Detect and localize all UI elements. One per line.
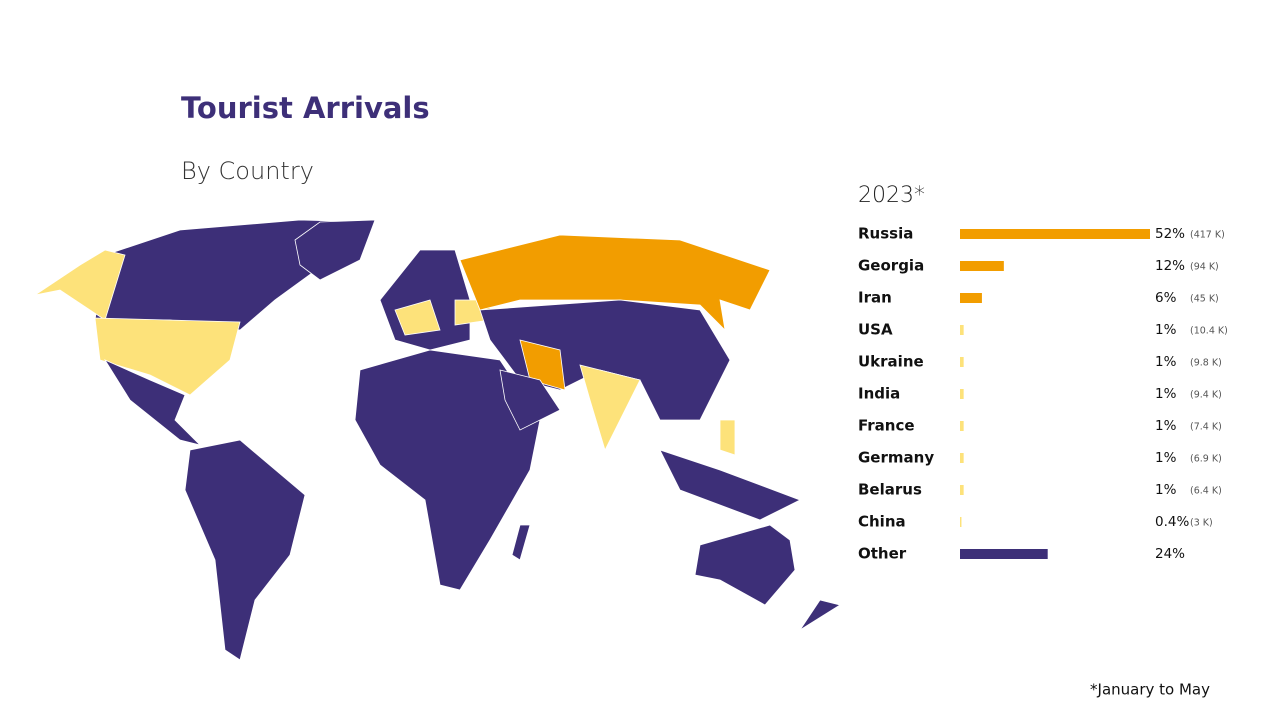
footnote: *January to May <box>1090 681 1210 699</box>
count-label: (9.8 K) <box>1190 358 1222 369</box>
count-label: (94 K) <box>1190 262 1219 273</box>
value-label: 1% <box>1155 482 1177 498</box>
category-label: China <box>858 513 906 531</box>
bar <box>960 357 964 367</box>
count-label: (10.4 K) <box>1190 326 1228 337</box>
bar <box>960 485 964 495</box>
category-label: France <box>858 417 915 435</box>
bar <box>960 517 962 527</box>
bar <box>960 229 1150 239</box>
south-america <box>184 439 306 661</box>
arabia <box>499 369 561 431</box>
alaska <box>34 249 126 321</box>
count-label: (9.4 K) <box>1190 390 1222 401</box>
africa <box>354 349 541 591</box>
category-label: Georgia <box>858 257 924 275</box>
russia <box>459 234 771 332</box>
world-map <box>34 219 842 661</box>
australia <box>694 524 796 606</box>
category-label: Germany <box>858 449 934 467</box>
count-label: (417 K) <box>1190 230 1225 241</box>
page-subtitle: By Country <box>181 157 314 185</box>
india <box>579 364 641 452</box>
central-america <box>103 359 202 446</box>
value-label: 6% <box>1155 290 1177 306</box>
page-title: Tourist Arrivals <box>181 91 430 125</box>
category-label: Other <box>858 545 907 563</box>
value-label: 1% <box>1155 418 1177 434</box>
value-label: 1% <box>1155 386 1177 402</box>
count-label: (3 K) <box>1190 518 1213 529</box>
count-label: (6.9 K) <box>1190 454 1222 465</box>
value-label: 1% <box>1155 450 1177 466</box>
value-label: 12% <box>1155 258 1185 274</box>
southeast-asia <box>659 449 801 521</box>
count-label: (7.4 K) <box>1190 422 1222 433</box>
philippines <box>719 419 736 456</box>
value-label: 1% <box>1155 322 1177 338</box>
category-label: Belarus <box>858 481 922 499</box>
count-label: (6.4 K) <box>1190 486 1222 497</box>
value-label: 0.4% <box>1155 514 1189 530</box>
category-label: Russia <box>858 225 913 243</box>
bar <box>960 389 964 399</box>
value-label: 24% <box>1155 546 1185 562</box>
usa <box>94 317 241 396</box>
france-germany <box>394 299 441 336</box>
bar <box>960 325 964 335</box>
new-zealand <box>799 599 842 631</box>
value-label: 52% <box>1155 226 1185 242</box>
value-label: 1% <box>1155 354 1177 370</box>
bar <box>960 261 1004 271</box>
bar <box>960 421 964 431</box>
count-label: (45 K) <box>1190 294 1219 305</box>
chart-title: 2023* <box>858 183 925 208</box>
asia <box>479 299 731 421</box>
category-label: USA <box>858 321 893 339</box>
bar <box>960 293 982 303</box>
bar <box>960 549 1048 559</box>
bar <box>960 453 964 463</box>
category-label: India <box>858 385 900 403</box>
category-label: Iran <box>858 289 892 307</box>
greenland <box>294 219 376 281</box>
madagascar <box>511 524 531 561</box>
category-label: Ukraine <box>858 353 924 371</box>
